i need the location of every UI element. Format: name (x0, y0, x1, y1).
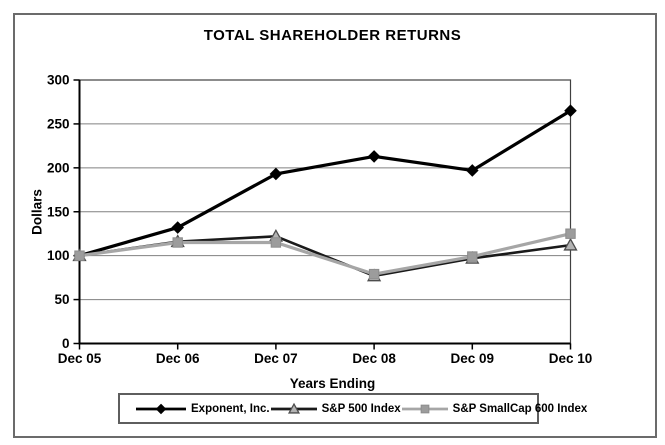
series-2-marker (172, 237, 183, 248)
series-line-2 (79, 232, 571, 276)
y-axis-label: Dollars (29, 189, 45, 235)
legend-item-exponent: Exponent, Inc. (135, 402, 270, 416)
chart-title: TOTAL SHAREHOLDER RETURNS (203, 27, 462, 44)
y-tick-label: 300 (47, 73, 70, 88)
y-tick-label: 250 (47, 116, 70, 131)
series-0-marker (564, 104, 577, 118)
x-tick-label: Dec 05 (58, 351, 102, 366)
legend-marker (155, 403, 167, 414)
series-0-marker (269, 167, 283, 181)
legend-swatch-sp500-line-triangle (270, 402, 317, 414)
x-tick-label: Dec 06 (156, 351, 200, 366)
figure-border (13, 13, 657, 438)
series-2-marker (467, 251, 478, 262)
y-tick-label: 0 (62, 336, 70, 351)
legend-label-exponent: Exponent, Inc. (191, 402, 270, 415)
series-2-marker (74, 250, 85, 261)
legend-label-smallcap600: S&P SmallCap 600 Index (452, 402, 588, 415)
legend-marker (420, 404, 430, 413)
x-tick-label: Dec 10 (549, 351, 593, 366)
series-2-marker (368, 268, 380, 280)
y-tick-label: 200 (47, 160, 70, 175)
x-tick-label: Dec 08 (352, 351, 396, 366)
series-0-marker (465, 164, 479, 177)
y-tick-label: 50 (54, 292, 69, 307)
series-2-marker (270, 237, 282, 248)
legend-item-smallcap600: S&P SmallCap 600 Index (401, 402, 588, 416)
legend-item-sp500: S&P 500 Index (270, 402, 401, 416)
series-1-marker (563, 237, 578, 251)
x-tick-label: Dec 09 (451, 351, 495, 366)
legend-swatch-smallcap600-line-square (401, 404, 448, 413)
x-axis-label: Years Ending (289, 376, 376, 391)
legend-marker (287, 402, 300, 414)
legend: Exponent, Inc. S&P 500 Index S&P SmallCa… (118, 393, 587, 424)
series-2-marker (565, 228, 576, 239)
series-0-marker (171, 221, 185, 234)
series-line-0 (79, 109, 572, 258)
legend-swatch-exponent-line-diamond (136, 403, 186, 414)
legend-label-sp500: S&P 500 Index (321, 402, 401, 415)
y-tick-label: 100 (47, 248, 70, 263)
y-tick-label: 150 (47, 204, 70, 219)
x-tick-label: Dec 07 (254, 351, 298, 366)
series-0-marker (367, 150, 381, 163)
